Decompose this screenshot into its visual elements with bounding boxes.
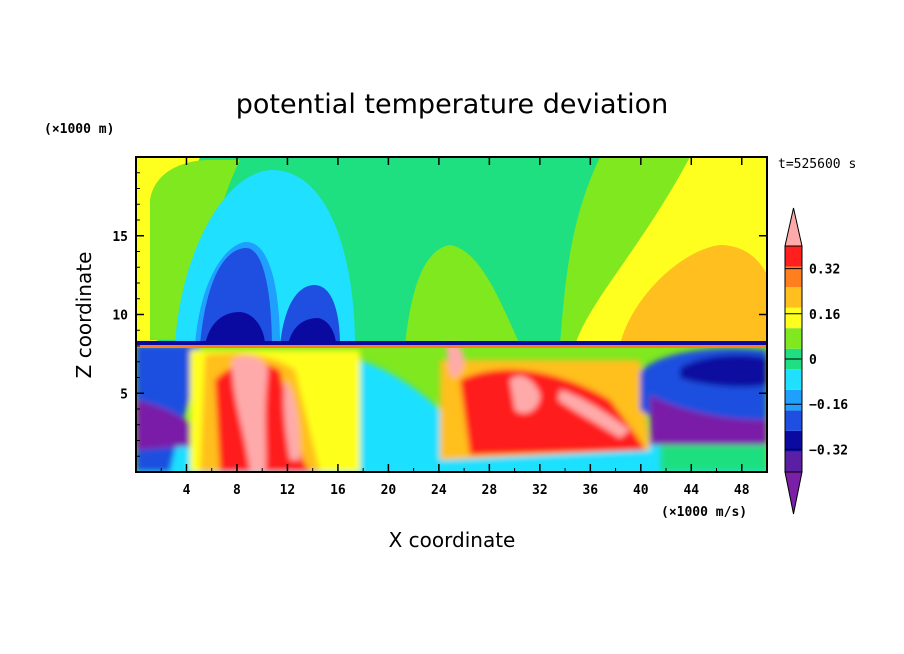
colorbar-tick-label: −0.16 xyxy=(809,398,848,413)
field-interface-line xyxy=(136,341,767,345)
heatmap-field xyxy=(136,157,767,472)
x-tick-label: 28 xyxy=(482,483,498,498)
colorbar-segment xyxy=(785,307,802,329)
field-lower-mid-pink2 xyxy=(558,390,630,438)
x-tick-label: 36 xyxy=(582,483,598,498)
field-upper-right-orange xyxy=(620,245,767,345)
y-axis: 5 10 15 xyxy=(112,172,767,457)
field-upper-mid-green xyxy=(405,245,520,345)
colorbar-tick-label: 0.16 xyxy=(809,308,840,323)
y-unit-label: (×1000 m) xyxy=(44,122,114,137)
colorbar-segment xyxy=(785,451,802,472)
colorbar: 0.32 0.16 0 −0.16 −0.32 xyxy=(784,207,848,515)
field-lower-right-green xyxy=(660,445,767,472)
x-tick-label: 12 xyxy=(280,483,296,498)
x-axis: 4 8 12 16 20 24 28 32 36 40 44 48 xyxy=(160,157,750,498)
y-tick-label: 15 xyxy=(112,230,128,245)
colorbar-extend-max xyxy=(784,207,803,247)
y-tick-label: 10 xyxy=(112,309,128,324)
field-lower-mid-cyan xyxy=(360,360,440,440)
x-tick-label: 40 xyxy=(633,483,649,498)
x-tick-label: 44 xyxy=(683,483,699,498)
colorbar-segment xyxy=(785,389,802,411)
colorbar-tick-label: 0 xyxy=(809,353,817,368)
chart-title: potential temperature deviation xyxy=(236,89,668,120)
x-tick-label: 20 xyxy=(381,483,397,498)
y-axis-label: Z coordinate xyxy=(72,252,96,379)
x-tick-label: 8 xyxy=(233,483,241,498)
x-tick-label: 24 xyxy=(431,483,447,498)
colorbar-segment xyxy=(785,430,802,452)
x-tick-label: 4 xyxy=(183,483,191,498)
field-lower-right-purple xyxy=(650,395,767,445)
x-tick-label: 16 xyxy=(330,483,346,498)
x-tick-label: 32 xyxy=(532,483,548,498)
colorbar-tick-label: −0.32 xyxy=(809,443,848,458)
field-lower-top-pink xyxy=(446,342,464,378)
field-lower-right-navy xyxy=(680,355,767,388)
field-upper-left-green xyxy=(150,160,240,340)
field-lower-mid-red xyxy=(460,369,645,455)
y-tick-label: 5 xyxy=(120,387,128,402)
colorbar-segment xyxy=(785,369,802,390)
x-axis-label: X coordinate xyxy=(389,528,516,552)
colorbar-segment xyxy=(785,410,802,431)
colorbar-segment xyxy=(785,287,802,308)
field-dome-navy2 xyxy=(288,318,336,345)
colorbar-segment xyxy=(785,246,802,267)
field-lower-pink-left xyxy=(232,355,268,472)
colorbar-tick-label: 0.32 xyxy=(809,263,840,278)
colorbar-segment xyxy=(785,328,802,349)
field-dome-navy1 xyxy=(205,312,265,345)
time-label: t=525600 s xyxy=(778,157,856,172)
field-lower-mid-pink xyxy=(510,375,540,414)
x-unit-label: (×1000 m/s) xyxy=(661,505,747,520)
x-tick-label: 48 xyxy=(734,483,750,498)
field-interface-line2 xyxy=(136,345,767,348)
colorbar-segment xyxy=(785,266,802,288)
field-lower-left-purple xyxy=(136,400,205,450)
field-lower-pink-left2 xyxy=(283,380,300,460)
colorbar-extend-min xyxy=(784,471,803,515)
